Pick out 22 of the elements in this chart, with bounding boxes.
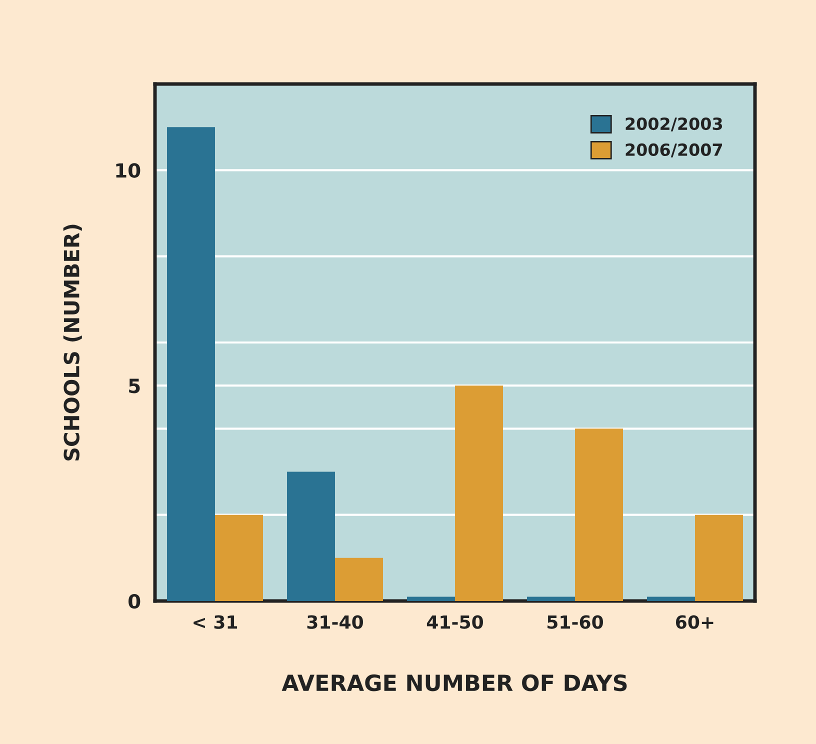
bar (215, 514, 263, 601)
y-tick-label: 0 (128, 594, 140, 609)
bar (455, 386, 503, 601)
legend-label: 2006/2007 (626, 143, 722, 158)
bar (287, 472, 335, 601)
bar (167, 127, 215, 601)
bar (695, 514, 743, 601)
bar (335, 558, 383, 601)
x-tick-label: 51-60 (548, 615, 604, 629)
x-tick-label: 31-40 (307, 615, 364, 629)
bar (407, 596, 455, 601)
bar (527, 596, 575, 601)
bar (575, 428, 623, 601)
legend-label: 2002/2003 (626, 117, 722, 132)
x-axis-title: AVERAGE NUMBER OF DAYS (282, 674, 627, 692)
y-tick-label: 10 (116, 163, 140, 178)
y-tick-label: 5 (129, 378, 140, 394)
y-axis-title: SCHOOLS (NUMBER) (63, 224, 82, 460)
x-tick-label: 60+ (676, 615, 714, 629)
bar (647, 596, 695, 601)
x-tick-label: < 31 (194, 615, 238, 629)
x-tick-label: 41-50 (426, 615, 484, 629)
